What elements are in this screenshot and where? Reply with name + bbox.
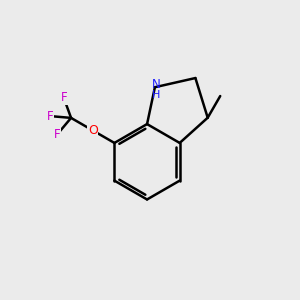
Text: N: N (152, 78, 161, 92)
Text: F: F (46, 110, 53, 123)
Text: F: F (54, 128, 61, 141)
Text: F: F (61, 92, 67, 104)
Text: H: H (152, 91, 160, 100)
Text: O: O (88, 124, 98, 137)
